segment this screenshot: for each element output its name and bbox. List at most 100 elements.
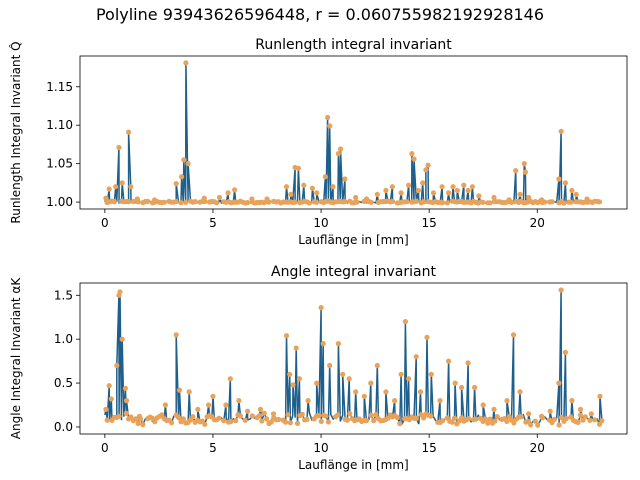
- x-tick-label: 15: [422, 441, 437, 455]
- data-point: [256, 413, 263, 419]
- data-point: [373, 411, 379, 418]
- data-point: [487, 200, 493, 206]
- data-point: [363, 418, 370, 424]
- data-point: [421, 199, 427, 205]
- data-point: [430, 190, 437, 196]
- data-point: [126, 199, 132, 205]
- data-point: [287, 420, 293, 426]
- data-point: [494, 414, 500, 420]
- data-point: [413, 415, 419, 421]
- data-point: [582, 414, 588, 420]
- data-point: [233, 418, 239, 424]
- data-point: [283, 333, 290, 339]
- x-tick-label: 5: [209, 441, 217, 455]
- data-point: [117, 289, 123, 295]
- plot-frame: [79, 55, 628, 210]
- data-point: [476, 193, 482, 199]
- data-point: [152, 419, 158, 425]
- data-point: [245, 200, 251, 206]
- data-point: [225, 190, 231, 196]
- data-point: [415, 187, 421, 194]
- data-point: [440, 418, 446, 424]
- data-point: [342, 199, 348, 205]
- data-point: [285, 412, 291, 418]
- data-point: [526, 411, 532, 417]
- y-tick-label: 1.5: [54, 288, 73, 302]
- data-point: [371, 417, 377, 424]
- data-point: [466, 416, 472, 422]
- y-tick-label: 1.10: [46, 118, 73, 132]
- data-point: [335, 341, 341, 347]
- data-point: [440, 200, 446, 206]
- x-tick-label: 20: [530, 216, 545, 230]
- data-point: [237, 413, 243, 419]
- data-point: [114, 362, 120, 369]
- data-point: [249, 413, 255, 419]
- data-point: [186, 389, 192, 395]
- data-point: [287, 371, 293, 377]
- data-point: [508, 199, 515, 205]
- x-tick-label: 0: [101, 441, 109, 455]
- data-point: [413, 354, 419, 360]
- data-point: [592, 417, 598, 423]
- data-point: [492, 418, 498, 424]
- data-point: [304, 416, 310, 422]
- data-point: [558, 287, 564, 293]
- data-point: [135, 420, 141, 427]
- data-point: [504, 398, 510, 404]
- data-point: [176, 387, 183, 393]
- data-point: [314, 190, 320, 196]
- data-point: [411, 156, 417, 162]
- data-point: [562, 180, 569, 186]
- data-point: [313, 199, 320, 205]
- data-point: [126, 129, 132, 135]
- y-tick-label: 1.15: [46, 80, 73, 94]
- data-point: [535, 422, 541, 428]
- y-tick-label: 1.05: [46, 157, 73, 171]
- data-point: [306, 200, 312, 206]
- data-point: [176, 415, 182, 421]
- x-tick-label: 0: [101, 216, 109, 230]
- data-point: [173, 332, 179, 338]
- data-point: [259, 418, 265, 424]
- data-point: [245, 408, 251, 414]
- data-point: [569, 187, 575, 194]
- data-point: [597, 393, 603, 399]
- data-point: [178, 200, 184, 206]
- data-point: [556, 422, 562, 428]
- x-tick-label: 5: [209, 216, 217, 230]
- data-point: [465, 187, 471, 194]
- data-point: [344, 417, 350, 423]
- data-point: [327, 362, 333, 369]
- data-point: [181, 157, 187, 163]
- data-point: [202, 198, 208, 205]
- data-point: [106, 186, 112, 192]
- data-point: [558, 128, 564, 134]
- data-point: [446, 358, 452, 364]
- data-point: [242, 417, 248, 423]
- data-point: [398, 190, 404, 196]
- data-point: [368, 380, 374, 386]
- data-point: [137, 416, 144, 422]
- chart-title: Runlength integral invariant: [255, 37, 452, 53]
- data-point: [461, 182, 467, 188]
- data-point: [577, 412, 584, 418]
- x-tick-label: 15: [422, 216, 437, 230]
- data-point: [561, 200, 567, 206]
- data-point: [140, 422, 146, 428]
- data-point: [421, 415, 427, 421]
- data-point: [451, 415, 458, 421]
- data-point: [556, 176, 562, 182]
- data-point: [568, 199, 574, 205]
- x-tick-label: 10: [313, 216, 328, 230]
- y-tick-label: 1.0: [54, 332, 73, 346]
- data-point: [446, 190, 452, 196]
- data-point: [425, 162, 431, 168]
- data-point: [398, 371, 404, 377]
- data-point: [454, 187, 460, 194]
- data-point: [299, 411, 305, 417]
- x-tick-label: 20: [530, 441, 545, 455]
- data-point: [472, 384, 478, 391]
- data-point: [406, 182, 412, 188]
- data-point: [266, 199, 272, 205]
